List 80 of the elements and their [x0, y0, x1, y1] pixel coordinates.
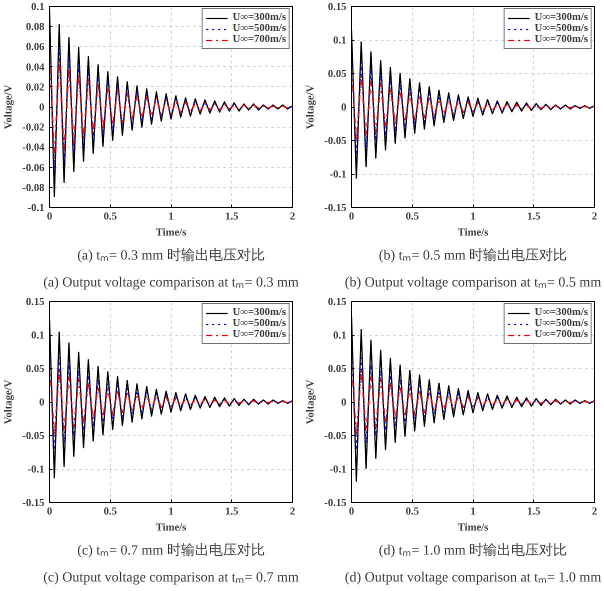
x-tick-label: 1 [168, 506, 174, 518]
text: (a) Output voltage comparison at tₘ= 0.3 mm [43, 276, 299, 290]
x-axis-title: Time/s [156, 228, 186, 238]
x-tick-label: 0.5 [406, 506, 419, 518]
y-tick-label: 0.1 [333, 330, 347, 342]
y-tick-label: 0 [341, 398, 346, 408]
y-tick-label: -0.05 [324, 431, 347, 442]
x-tick-label: 2 [592, 506, 598, 518]
y-tick-label: -0.1 [28, 464, 45, 476]
legend-label: U∞=500m/s [534, 318, 588, 329]
text: (b) Output voltage comparison at tₘ= 0.5 mm [344, 276, 602, 290]
legend-label: U∞=300m/s [534, 307, 588, 318]
y-tick-label: -0.15 [22, 498, 45, 509]
x-tick-label: 2 [290, 212, 296, 222]
y-tick-label: -0.05 [324, 136, 347, 147]
y-axis-title: Voltage/V [305, 379, 316, 424]
y-tick-label: 0 [39, 102, 44, 114]
y-axis-title: Voltage/V [3, 84, 14, 130]
text: (c) tₘ= 0.7 mm 时输出电压对比 [77, 542, 265, 558]
x-axis-title: Time/s [156, 522, 186, 534]
legend-label: U∞=500m/s [232, 318, 286, 329]
legend-label: U∞=700m/s [534, 329, 588, 340]
y-tick-label: -0.1 [330, 464, 347, 476]
y-axis-title: Voltage/V [305, 84, 316, 130]
y-tick-label: -0.02 [22, 122, 45, 134]
x-tick-label: 1 [168, 212, 174, 222]
x-tick-label: 1.5 [225, 212, 238, 222]
x-tick-label: 0 [348, 212, 354, 222]
x-tick-label: 0.5 [104, 212, 117, 222]
y-axis-title: Voltage/V [3, 379, 14, 424]
legend-label: U∞=700m/s [534, 34, 588, 45]
y-tick-label: 0.05 [26, 364, 45, 375]
y-tick-label: 0.1 [333, 36, 347, 46]
x-tick-label: 1 [470, 506, 476, 518]
y-tick-label: -0.15 [324, 203, 347, 214]
legend-label: U∞=500m/s [534, 23, 588, 34]
legend-label: U∞=300m/s [232, 12, 286, 23]
legend-label: U∞=700m/s [232, 329, 286, 340]
y-tick-label: -0.1 [330, 170, 347, 180]
text: (a) tₘ= 0.3 mm 时输出电压对比 [77, 248, 265, 264]
x-tick-label: 1.5 [527, 506, 540, 518]
y-tick-label: -0.05 [22, 431, 45, 442]
x-tick-label: 0 [348, 506, 354, 518]
text: (b) tₘ= 0.5 mm 时输出电压对比 [378, 248, 568, 264]
y-tick-label: 0 [341, 102, 346, 114]
x-tick-label: 2 [592, 212, 598, 222]
y-tick-label: 0.1 [31, 2, 45, 13]
y-tick-label: -0.1 [28, 203, 45, 214]
text: (d) tₘ= 1.0 mm 时输出电压对比 [378, 542, 568, 558]
x-axis-title: Time/s [458, 522, 488, 534]
y-tick-label: 0.02 [26, 82, 45, 94]
legend-label: U∞=500m/s [232, 23, 286, 34]
x-tick-label: 2 [290, 506, 296, 518]
y-tick-label: 0.1 [31, 330, 45, 342]
x-tick-label: 0.5 [104, 506, 117, 518]
legend-label: U∞=700m/s [232, 34, 286, 45]
y-tick-label: -0.06 [22, 162, 46, 174]
x-tick-label: 0 [46, 212, 52, 222]
x-tick-label: 0.5 [406, 212, 419, 222]
text: (d) Output voltage comparison at tₘ= 1.0 mm [344, 570, 602, 586]
x-tick-label: 1.5 [527, 212, 540, 222]
y-tick-label: 0.04 [26, 62, 46, 74]
y-tick-label: 0.15 [26, 297, 45, 308]
y-tick-label: 0 [39, 398, 44, 408]
y-tick-label: 0.05 [328, 364, 347, 375]
x-tick-label: 0 [46, 506, 52, 518]
text: (c) Output voltage comparison at tₘ= 0.7 mm [43, 570, 299, 586]
y-tick-label: -0.08 [22, 182, 45, 194]
y-tick-label: 0.08 [26, 22, 45, 34]
legend-label: U∞=300m/s [232, 307, 286, 318]
y-tick-label: 0.15 [328, 2, 347, 13]
x-tick-label: 1.5 [225, 506, 238, 518]
legend-label: U∞=300m/s [534, 12, 588, 23]
y-tick-label: 0.05 [328, 69, 347, 80]
y-tick-label: 0.15 [328, 297, 347, 308]
y-tick-label: -0.04 [22, 142, 46, 154]
x-tick-label: 1 [470, 212, 476, 222]
y-tick-label: -0.15 [324, 498, 347, 509]
y-tick-label: 0.06 [26, 42, 46, 54]
x-axis-title: Time/s [458, 228, 488, 238]
